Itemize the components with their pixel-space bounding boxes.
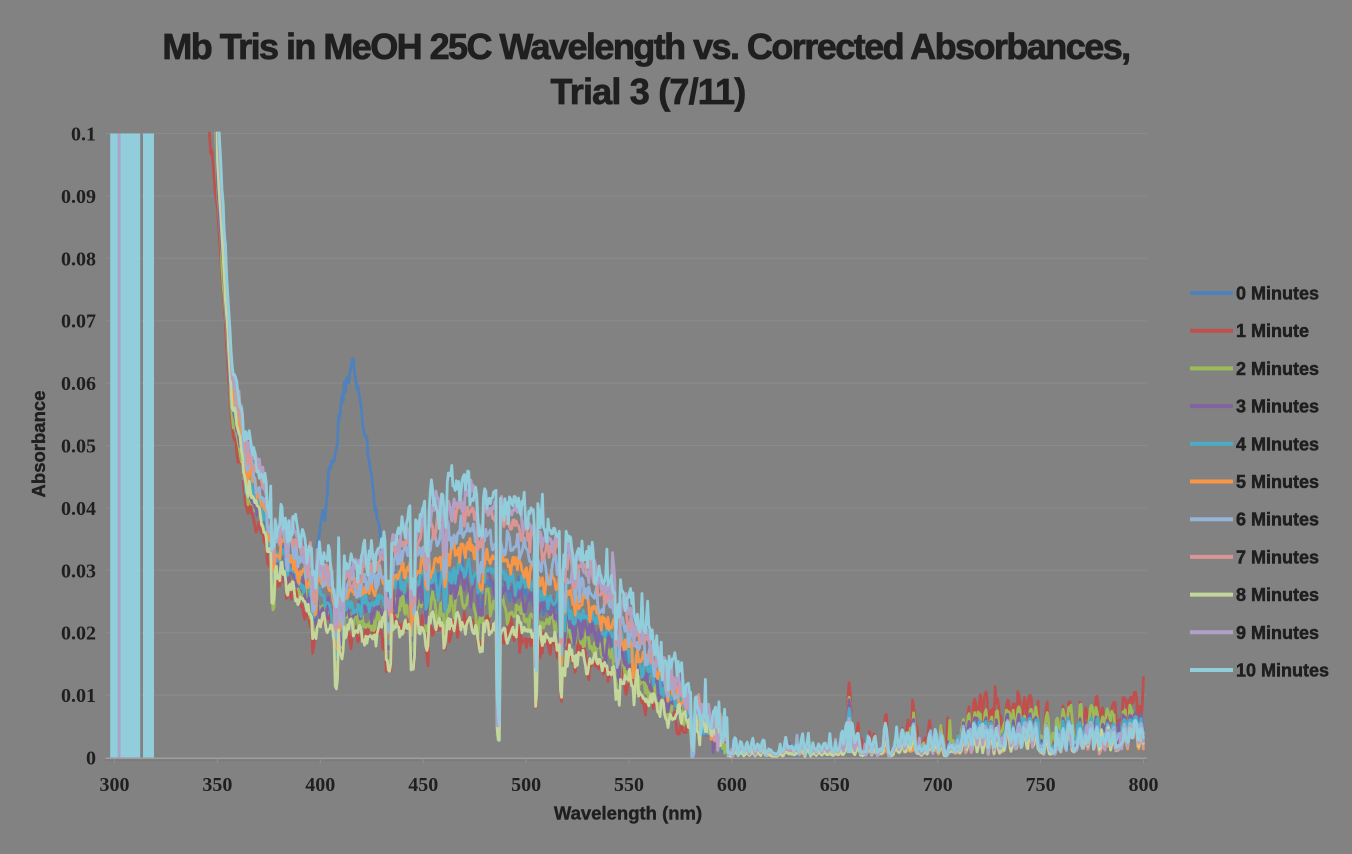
svg-text:3 Minutes: 3 Minutes — [1236, 397, 1319, 417]
svg-text:650: 650 — [820, 774, 850, 796]
svg-text:5 Minutes: 5 Minutes — [1236, 472, 1319, 492]
svg-text:0.1: 0.1 — [71, 124, 96, 146]
svg-text:300: 300 — [100, 774, 130, 796]
svg-text:350: 350 — [202, 774, 232, 796]
svg-text:500: 500 — [511, 774, 541, 796]
svg-text:600: 600 — [717, 774, 747, 796]
svg-text:0.08: 0.08 — [61, 248, 96, 270]
svg-text:750: 750 — [1026, 774, 1056, 796]
svg-text:10 Minutes: 10 Minutes — [1236, 661, 1329, 681]
svg-text:0: 0 — [86, 748, 96, 770]
svg-text:4 MInutes: 4 MInutes — [1236, 434, 1319, 454]
svg-text:Absorbance: Absorbance — [28, 391, 49, 498]
svg-text:0.09: 0.09 — [61, 186, 96, 208]
svg-text:0.07: 0.07 — [61, 311, 96, 333]
svg-text:Mb Tris in MeOH 25C Wavelength: Mb Tris in MeOH 25C Wavelength vs. Corre… — [162, 26, 1129, 67]
svg-text:8 Minutes: 8 Minutes — [1236, 585, 1319, 605]
svg-text:0.02: 0.02 — [61, 623, 96, 645]
svg-text:9 Minutes: 9 Minutes — [1236, 623, 1319, 643]
svg-text:2 Minutes: 2 Minutes — [1236, 359, 1319, 379]
svg-text:7 Minutes: 7 Minutes — [1236, 547, 1319, 567]
svg-text:0.05: 0.05 — [61, 436, 96, 458]
svg-text:450: 450 — [408, 774, 438, 796]
svg-text:400: 400 — [305, 774, 335, 796]
svg-text:0.04: 0.04 — [61, 498, 96, 520]
svg-text:Trial 3 (7/11): Trial 3 (7/11) — [551, 71, 746, 112]
svg-text:Wavelength (nm): Wavelength (nm) — [554, 803, 702, 824]
svg-text:0.06: 0.06 — [61, 373, 96, 395]
svg-text:550: 550 — [614, 774, 644, 796]
svg-text:1 Minute: 1 Minute — [1236, 321, 1309, 341]
svg-text:0.03: 0.03 — [61, 560, 96, 582]
svg-text:0.01: 0.01 — [61, 685, 96, 707]
svg-text:700: 700 — [923, 774, 953, 796]
svg-text:0 Minutes: 0 Minutes — [1236, 284, 1319, 304]
svg-text:800: 800 — [1129, 774, 1159, 796]
svg-text:6 Minutes: 6 Minutes — [1236, 510, 1319, 530]
